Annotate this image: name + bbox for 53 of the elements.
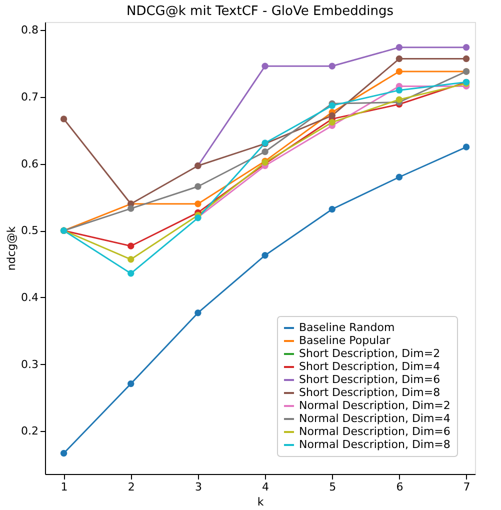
legend-label: Short Description, Dim=8 (299, 386, 440, 399)
legend-label: Baseline Random (299, 321, 395, 334)
point (396, 55, 403, 62)
legend-label: Short Description, Dim=2 (299, 347, 440, 360)
point (128, 380, 134, 388)
point (328, 206, 336, 213)
x-tick-label: 6 (396, 480, 404, 494)
point (396, 86, 403, 94)
point (328, 118, 336, 126)
y-tick-label: 0.8 (21, 24, 38, 37)
point (194, 310, 202, 316)
legend-label: Normal Description, Dim=4 (299, 412, 450, 425)
y-tick-label: 0.7 (21, 90, 38, 104)
point (262, 62, 268, 70)
point (328, 62, 336, 70)
y-tick-label: 0.5 (21, 224, 38, 238)
point (194, 183, 202, 190)
point (128, 242, 134, 250)
point (328, 112, 336, 119)
point (60, 450, 68, 457)
point (262, 252, 268, 259)
point (128, 205, 134, 212)
x-tick-label: 5 (329, 480, 336, 494)
point (194, 200, 202, 208)
point (128, 256, 134, 263)
point (396, 44, 403, 51)
point (396, 174, 403, 180)
point (60, 116, 68, 122)
point (462, 55, 470, 62)
point (462, 144, 470, 150)
y-tick-label: 0.4 (21, 290, 38, 304)
y-axis-title: ndcg@k (5, 226, 18, 271)
x-tick-label: 2 (128, 480, 135, 494)
x-tick-label: 7 (463, 480, 470, 494)
y-tick-label: 0.6 (21, 157, 38, 170)
legend-label: Baseline Popular (299, 334, 391, 347)
point (462, 44, 470, 51)
legend-label: Normal Description, Dim=2 (299, 399, 450, 412)
legend-label: Short Description, Dim=4 (299, 360, 440, 373)
x-axis-title: k (257, 496, 264, 508)
x-tick-label: 4 (262, 480, 270, 494)
point (396, 68, 403, 75)
point (396, 96, 403, 103)
point (128, 270, 134, 277)
chart-title: NDCG@k mit TextCF - GloVe Embeddings (126, 4, 394, 19)
y-tick-label: 0.2 (21, 424, 38, 438)
legend-label: Normal Description, Dim=8 (299, 438, 450, 451)
legend-label: Normal Description, Dim=6 (299, 425, 450, 438)
point (262, 148, 268, 156)
legend-label: Short Description, Dim=6 (299, 373, 440, 386)
x-tick-label: 3 (194, 480, 202, 494)
x-tick-label: 1 (60, 480, 68, 494)
y-tick-label: 0.3 (21, 358, 38, 371)
